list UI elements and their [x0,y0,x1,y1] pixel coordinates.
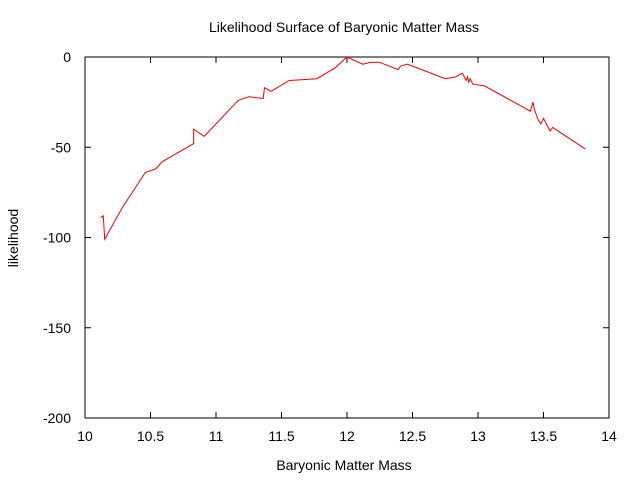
x-tick-label: 11.5 [268,428,294,444]
x-tick-label: 12 [339,428,355,444]
y-axis-label: likelihood [5,209,21,267]
x-tick-label: 13 [470,428,486,444]
x-tick-label: 10.5 [137,428,164,444]
y-tick-label: -150 [43,320,71,336]
x-tick-label: 14 [601,428,617,444]
x-tick-label: 10 [77,428,93,444]
x-tick-label: 13.5 [530,428,557,444]
x-axis-label: Baryonic Matter Mass [276,457,411,473]
x-tick-label: 12.5 [399,428,426,444]
y-tick-label: -50 [51,139,71,155]
y-tick-label: -200 [43,410,71,426]
y-tick-label: -100 [43,230,71,246]
series-line [100,56,586,242]
y-axis: 0 -50 -100 -150 -200 [43,49,609,426]
y-tick-label: 0 [63,49,71,65]
chart-title: Likelihood Surface of Baryonic Matter Ma… [209,19,479,35]
x-tick-label: 11 [209,428,224,444]
x-axis: 10 10.5 11 11.5 12 12.5 13 13.5 14 [77,57,617,444]
series-layer [100,56,586,242]
